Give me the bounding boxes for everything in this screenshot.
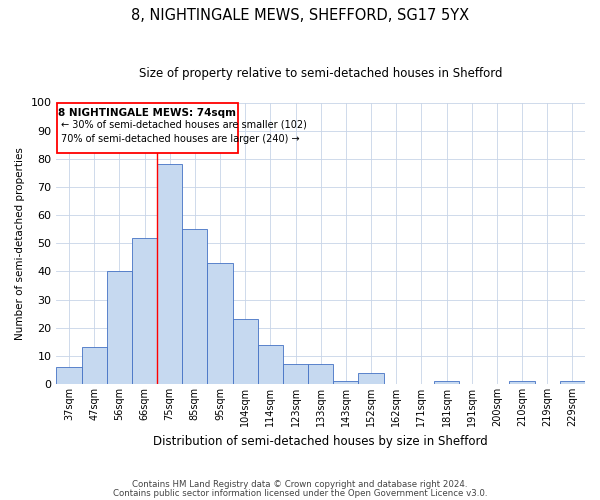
Bar — [208, 263, 233, 384]
Bar — [182, 229, 208, 384]
Bar — [107, 272, 132, 384]
Bar — [82, 348, 107, 384]
Text: Contains public sector information licensed under the Open Government Licence v3: Contains public sector information licen… — [113, 489, 487, 498]
Bar — [560, 381, 585, 384]
Text: 8 NIGHTINGALE MEWS: 74sqm: 8 NIGHTINGALE MEWS: 74sqm — [58, 108, 236, 118]
Bar — [56, 367, 82, 384]
Y-axis label: Number of semi-detached properties: Number of semi-detached properties — [15, 147, 25, 340]
Text: 8, NIGHTINGALE MEWS, SHEFFORD, SG17 5YX: 8, NIGHTINGALE MEWS, SHEFFORD, SG17 5YX — [131, 8, 469, 22]
Text: ← 30% of semi-detached houses are smaller (102): ← 30% of semi-detached houses are smalle… — [61, 120, 307, 130]
Title: Size of property relative to semi-detached houses in Shefford: Size of property relative to semi-detach… — [139, 68, 502, 80]
Text: Contains HM Land Registry data © Crown copyright and database right 2024.: Contains HM Land Registry data © Crown c… — [132, 480, 468, 489]
Text: 70% of semi-detached houses are larger (240) →: 70% of semi-detached houses are larger (… — [61, 134, 299, 144]
Bar — [434, 381, 459, 384]
Bar — [308, 364, 333, 384]
Bar — [258, 344, 283, 384]
Bar — [132, 238, 157, 384]
Bar — [358, 373, 383, 384]
Bar — [333, 381, 358, 384]
Bar — [233, 320, 258, 384]
Bar — [283, 364, 308, 384]
Bar — [157, 164, 182, 384]
X-axis label: Distribution of semi-detached houses by size in Shefford: Distribution of semi-detached houses by … — [154, 434, 488, 448]
FancyBboxPatch shape — [57, 102, 238, 153]
Bar — [509, 381, 535, 384]
